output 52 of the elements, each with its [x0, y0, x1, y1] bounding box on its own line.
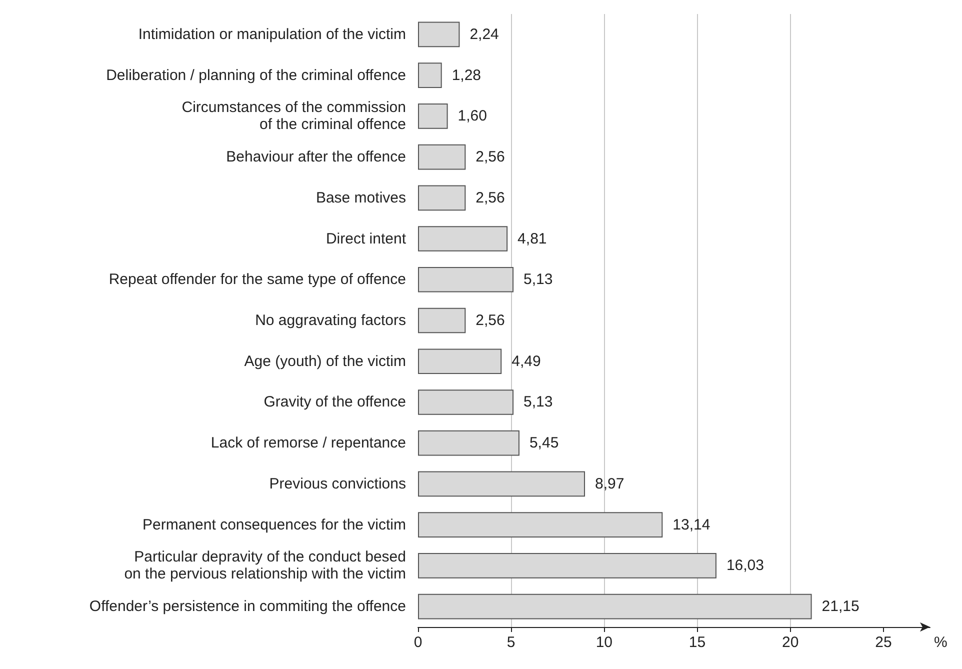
- data-label: 4,81: [518, 230, 547, 248]
- data-label: 2,56: [476, 189, 505, 206]
- bar: [418, 512, 663, 538]
- data-label: 5,13: [524, 271, 553, 288]
- y-tick-label: Direct intent: [326, 230, 407, 248]
- y-tick-label: Gravity of the offence: [264, 394, 406, 411]
- data-label: 1,28: [452, 66, 482, 84]
- data-label: 5,13: [524, 394, 553, 411]
- bar: [418, 348, 502, 374]
- x-tick-label: 15: [688, 634, 706, 651]
- y-tick-label: Particular depravity of the conduct besed on the pervious relationship with the victim: [124, 548, 406, 583]
- y-tick-label: Circumstances of the commission of the criminal offence: [182, 99, 406, 134]
- x-tick-label: 20: [782, 634, 799, 651]
- y-tick-label: Offender’s persistence in commiting the offence: [89, 598, 406, 616]
- bar: [418, 226, 508, 252]
- x-tick-label: 5: [506, 634, 516, 651]
- y-tick-label: Repeat offender for the same type of offence: [108, 271, 406, 288]
- data-label: 2,56: [476, 312, 505, 329]
- y-tick-label: Deliberation / planning of the criminal offence: [106, 66, 406, 84]
- data-label: 13,14: [672, 516, 710, 534]
- bar: [418, 144, 466, 170]
- bar: [418, 104, 448, 129]
- bar: [418, 62, 442, 88]
- data-label: 5,45: [529, 434, 559, 452]
- y-tick-label: Intimidation or manipulation of the victim: [138, 26, 406, 43]
- bar: [418, 430, 520, 456]
- data-label: 8,97: [595, 475, 624, 492]
- bar: [418, 390, 514, 415]
- bar: [418, 553, 716, 578]
- bar: [418, 471, 586, 497]
- y-tick-label: Age (youth) of the victim: [244, 352, 406, 370]
- data-label: 2,56: [476, 148, 505, 166]
- data-label: 4,49: [512, 352, 541, 370]
- bar: [418, 22, 460, 48]
- bar: [418, 185, 466, 211]
- x-tick-label: 0: [414, 634, 422, 651]
- y-tick-label: Base motives: [316, 189, 406, 206]
- y-tick-label: Permanent consequences for the victim: [142, 516, 406, 534]
- y-tick-label: Behaviour after the offence: [226, 148, 406, 166]
- data-label: 1,60: [458, 108, 487, 125]
- y-tick-label: No aggravating factors: [255, 312, 406, 329]
- bar: [418, 594, 812, 620]
- x-tick-label: 25: [875, 634, 892, 651]
- bar: [418, 266, 514, 292]
- y-tick-label: Lack of remorse / repentance: [210, 434, 406, 452]
- y-tick-label: Previous convictions: [269, 475, 406, 492]
- data-label: 16,03: [726, 557, 764, 574]
- bar: [418, 308, 466, 334]
- data-label: 2,24: [470, 26, 499, 43]
- x-axis-title: %: [934, 634, 948, 651]
- x-tick-label: 10: [596, 634, 613, 651]
- data-label: 21,15: [822, 598, 860, 616]
